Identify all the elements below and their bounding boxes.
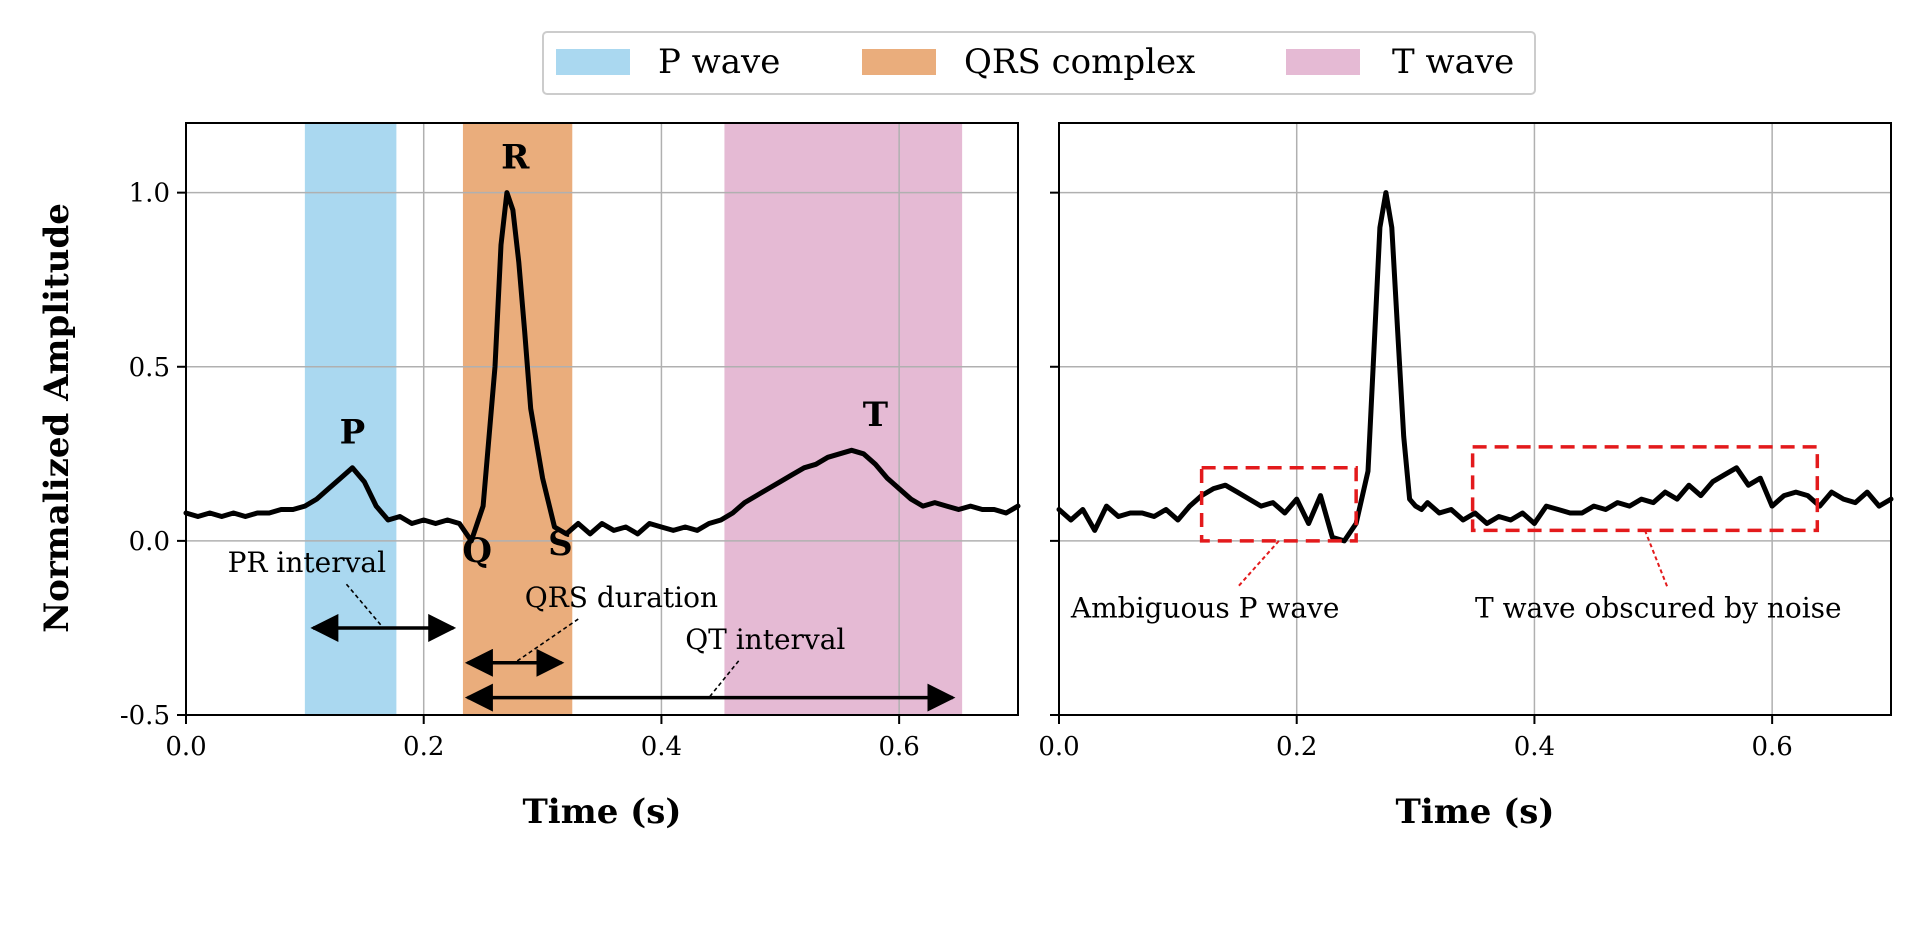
left-panel: P R T Q S PR interval QRS duration QT interval… [120,122,1021,832]
x-tick-label: 0.2 [403,732,444,762]
right-x-axis-label: Time (s) [1396,792,1555,832]
left-axes-frame [185,122,1019,716]
legend-swatch-p-wave [556,49,630,75]
wave-label-p: P [340,412,366,452]
wave-label-q: Q [462,531,492,571]
legend-swatch-t-wave [1286,49,1360,75]
wave-label-r: R [501,137,530,177]
x-tick-label: 0.6 [878,732,919,762]
x-tick-label: 0.4 [641,732,682,762]
qrs-complex-band [462,123,573,715]
pr-interval-label: PR interval [228,546,387,579]
y-axis-label: Normalized Amplitude [37,203,77,633]
y-tick-label: 1.0 [129,179,170,209]
legend: P wave QRS complex T wave [542,31,1536,95]
noisy-ecg-trace-line [1056,190,1894,544]
x-tick-label: 0.2 [1276,732,1317,762]
pr-interval-leader [345,583,384,629]
t-wave-obscured-by-noise-label: T wave obscured by noise [1475,591,1842,624]
x-tick-label: 0.0 [1038,732,1079,762]
legend-frame [542,31,1536,95]
left-x-axis-label: Time (s) [523,792,682,832]
legend-swatch-qrs-complex [862,49,936,75]
legend-label-qrs-complex: QRS complex [964,42,1195,82]
qt-interval-leader [708,660,740,699]
qt-interval-label: QT interval [685,623,845,656]
qrs-duration-label: QRS duration [525,581,718,614]
ambiguous-p-wave-box [1199,466,1358,543]
t-wave-obscured-by-noise-leader [1644,530,1669,588]
y-tick-label: 0.0 [129,527,170,557]
ambiguous-p-wave-leader [1236,540,1280,589]
qrs-duration-leader [514,618,579,664]
wave-label-s: S [548,524,573,564]
right-axes-frame [1058,122,1892,716]
x-tick-label: 0.6 [1751,732,1792,762]
y-tick-label: -0.5 [120,701,170,731]
y-tick-label: 0.5 [129,353,170,383]
x-tick-label: 0.0 [165,732,206,762]
ambiguous-p-wave-label: Ambiguous P wave [1070,591,1340,624]
legend-label-p-wave: P wave [658,42,780,82]
legend-label-t-wave: T wave [1392,42,1514,82]
t-wave-band [724,123,963,715]
ecg-trace-line [183,190,1021,544]
wave-label-t: T [863,395,888,435]
x-tick-label: 0.4 [1514,732,1555,762]
right-panel: Ambiguous P wave T wave obscured by noise… [1038,122,1894,832]
